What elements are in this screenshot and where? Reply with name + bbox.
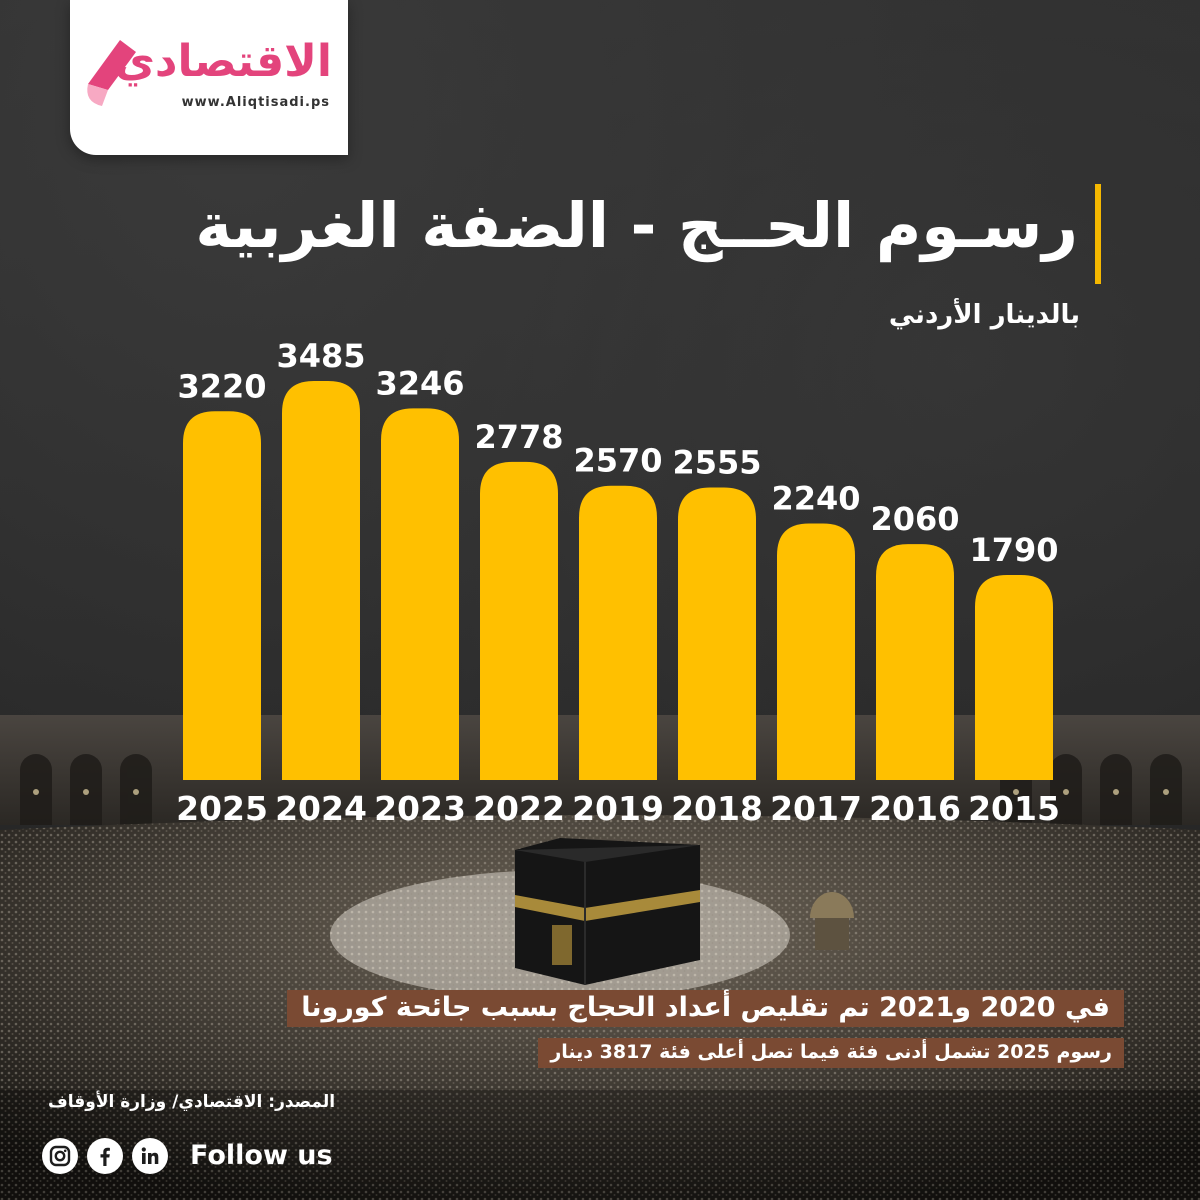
category-label-2019: 2019 — [572, 789, 664, 828]
bar-2019 — [579, 485, 657, 780]
data-label-2019: 2570 — [573, 442, 662, 480]
category-label-2024: 2024 — [275, 789, 367, 828]
category-label-2016: 2016 — [869, 789, 961, 828]
category-label-2017: 2017 — [770, 789, 862, 828]
bar-2018 — [678, 487, 756, 780]
page-title: رسـوم الحــج - الضفة الغربية — [195, 189, 1078, 262]
data-label-2023: 3246 — [375, 364, 464, 402]
note-covid: في 2020 و2021 تم تقليص أعداد الحجاج بسبب… — [287, 990, 1124, 1027]
category-label-2018: 2018 — [671, 789, 763, 828]
data-label-2015: 1790 — [969, 531, 1058, 569]
note-2025-fee: رسوم 2025 تشمل أدنى فئة فيما تصل أعلى فئ… — [538, 1038, 1124, 1068]
title-accent-bar — [1095, 184, 1101, 284]
page-subtitle: بالدينار الأردني — [888, 300, 1080, 330]
data-label-2022: 2778 — [474, 418, 563, 456]
data-label-2018: 2555 — [672, 443, 761, 481]
logo: الاقتصادي www.Aliqtisadi.ps — [70, 0, 348, 155]
bar-2022 — [480, 461, 558, 780]
linkedin-icon[interactable] — [132, 1138, 168, 1174]
category-label-2025: 2025 — [176, 789, 268, 828]
category-label-2015: 2015 — [968, 789, 1060, 828]
category-label-2022: 2022 — [473, 789, 565, 828]
logo-name: الاقتصادي — [114, 36, 332, 87]
bar-2017 — [777, 523, 855, 780]
data-label-2016: 2060 — [870, 500, 959, 538]
source-text: المصدر: الاقتصادي/ وزارة الأوقاف — [48, 1092, 336, 1112]
bar-2016 — [876, 544, 954, 780]
follow-us-label: Follow us — [190, 1140, 333, 1171]
social-links — [42, 1138, 168, 1174]
kaaba-illustration — [515, 838, 700, 985]
bar-2025 — [183, 411, 261, 780]
bar-2024 — [282, 380, 360, 780]
data-label-2024: 3485 — [276, 337, 365, 375]
logo-url: www.Aliqtisadi.ps — [181, 95, 330, 110]
instagram-icon[interactable] — [42, 1138, 78, 1174]
data-label-2025: 3220 — [177, 367, 266, 405]
logo-mark-icon — [87, 40, 136, 106]
bar-2023 — [381, 408, 459, 780]
category-label-2023: 2023 — [374, 789, 466, 828]
facebook-icon[interactable] — [87, 1138, 123, 1174]
bar-2015 — [975, 575, 1053, 780]
data-label-2017: 2240 — [771, 480, 860, 518]
